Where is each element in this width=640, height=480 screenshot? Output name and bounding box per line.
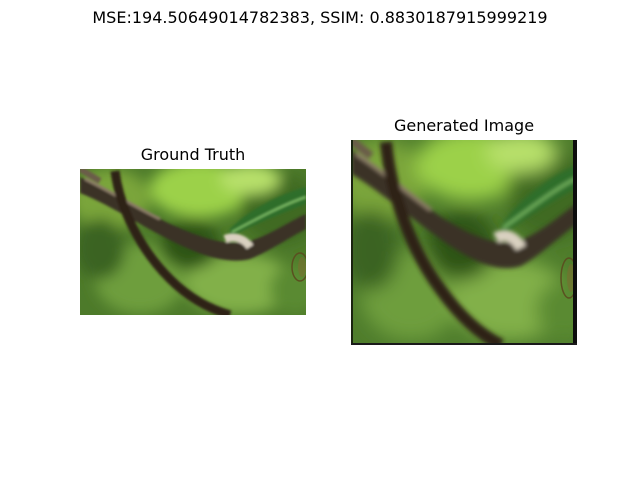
- generated-image: [351, 140, 577, 345]
- generated-photo: [351, 140, 577, 345]
- ground-truth-photo: [80, 169, 306, 315]
- ground-truth-image: [80, 169, 306, 315]
- figure-title: MSE:194.50649014782383, SSIM: 0.88301879…: [92, 8, 548, 27]
- ground-truth-title: Ground Truth: [140, 145, 246, 164]
- generated-image-title: Generated Image: [393, 116, 535, 135]
